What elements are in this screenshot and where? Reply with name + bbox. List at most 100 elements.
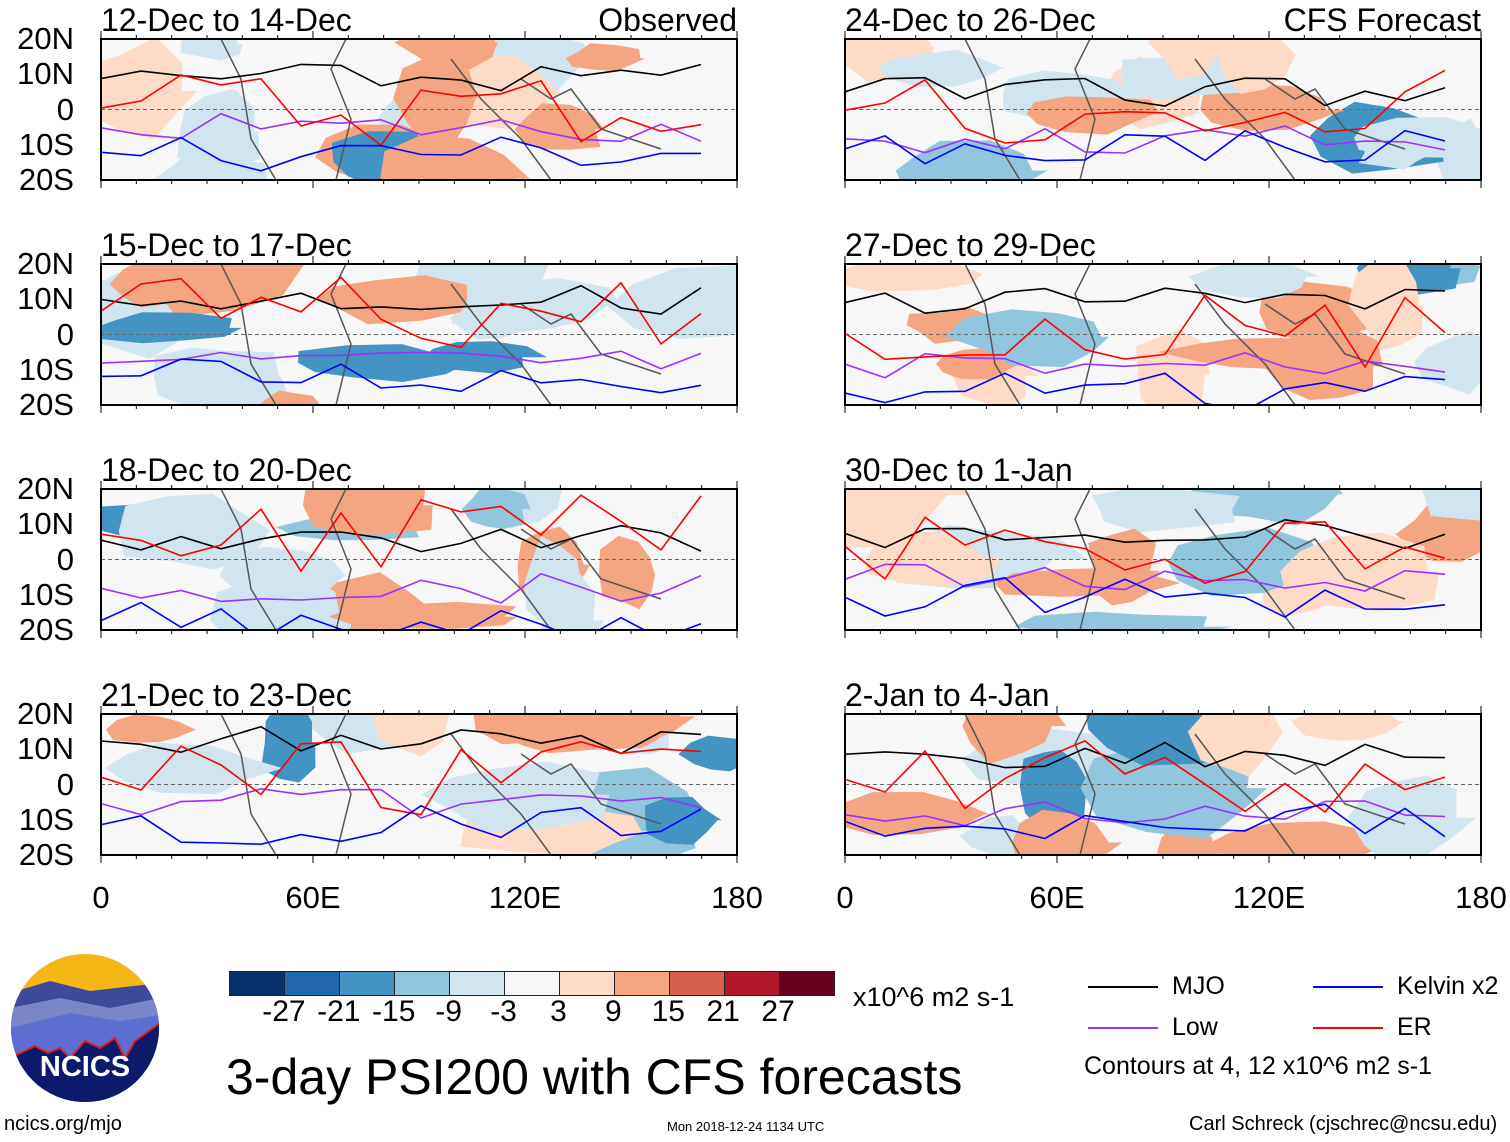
anomaly-shading <box>1200 84 1346 131</box>
anomaly-shading <box>219 546 347 609</box>
lat-label: 0 <box>56 766 74 802</box>
contour-line <box>845 76 1446 107</box>
contour-line <box>101 725 702 755</box>
lon-label: 60E <box>1029 880 1085 915</box>
colorbar-tick-label: 21 <box>706 995 740 1028</box>
lat-label: 20N <box>17 471 74 506</box>
colorbar-units: x10^6 m2 s-1 <box>853 982 1015 1012</box>
anomaly-shading <box>1012 809 1123 855</box>
anomaly-shading <box>678 735 737 772</box>
lat-label: 20S <box>18 612 74 647</box>
coastline <box>964 489 1406 630</box>
anomaly-shading <box>106 714 197 743</box>
legend-label: MJO <box>1172 972 1225 1000</box>
contour-line <box>101 112 702 143</box>
contour-line <box>101 524 702 553</box>
anomaly-shading <box>101 312 243 344</box>
anomaly-shading <box>1147 39 1231 80</box>
anomaly-shading <box>845 39 935 82</box>
lat-label: 20S <box>18 837 74 872</box>
map-panel <box>844 31 1482 188</box>
map-panel <box>100 256 738 413</box>
lat-label: 20N <box>17 21 74 56</box>
anomaly-shading <box>565 43 646 72</box>
contour-line <box>845 69 1446 144</box>
contour-line <box>101 63 702 92</box>
ncics-logo: NCICS <box>10 953 160 1108</box>
anomaly-shading <box>1091 489 1240 533</box>
anomaly-shading <box>608 265 737 339</box>
anomaly-shading <box>101 39 198 140</box>
panel-title: 2-Jan to 4-Jan <box>845 677 1050 713</box>
colorbar-tick-label: 9 <box>605 995 622 1028</box>
anomaly-shading <box>644 796 722 845</box>
panel-tag: CFS Forecast <box>1283 2 1481 38</box>
colorbar-swatch <box>394 972 449 995</box>
anomaly-shading <box>865 530 1003 587</box>
footer-url[interactable]: ncics.org/mjo <box>4 1113 122 1135</box>
anomaly-shading <box>599 535 656 610</box>
lon-label: 60E <box>285 880 341 915</box>
footer-credit: Carl Schreck (cjschrec@ncsu.edu) <box>1189 1113 1498 1135</box>
legend-label: ER <box>1397 1013 1432 1041</box>
contour-line <box>101 276 702 349</box>
contour-line <box>845 129 1446 165</box>
colorbar-swatch <box>449 972 504 995</box>
lon-label: 180 <box>1455 880 1507 915</box>
lat-label: 10N <box>17 731 74 767</box>
anomaly-shading <box>373 714 449 757</box>
contour-line <box>845 576 1446 619</box>
contour-line <box>101 74 702 147</box>
anomaly-shading <box>394 39 498 70</box>
contour-line <box>101 136 701 172</box>
colorbar-tick-label: -3 <box>490 995 517 1028</box>
lat-label: 10S <box>18 801 74 837</box>
colorbar-tick-label: -21 <box>317 995 361 1028</box>
anomaly-shading <box>1263 324 1383 401</box>
panel-title: 27-Dec to 29-Dec <box>845 227 1096 263</box>
lat-label: 0 <box>56 91 74 127</box>
lat-label: 20N <box>17 246 74 281</box>
colorbar-tick-label: 3 <box>550 995 567 1028</box>
colorbar-tick-label: 15 <box>651 995 685 1028</box>
colorbar <box>229 971 835 996</box>
lat-label: 10N <box>17 56 74 92</box>
anomaly-shading <box>1280 532 1440 612</box>
map-panel <box>100 481 738 638</box>
colorbar-swatch <box>339 972 394 995</box>
panel-title: 24-Dec to 26-Dec <box>845 2 1096 38</box>
anomaly-shading <box>316 275 481 325</box>
figure-title: 3-day PSI200 with CFS forecasts <box>226 1049 963 1105</box>
colorbar-swatch <box>559 972 614 995</box>
anomaly-shading <box>1354 117 1481 158</box>
lat-label: 10S <box>18 126 74 162</box>
colorbar-tick-label: -9 <box>435 995 462 1028</box>
lon-label: 120E <box>1232 880 1306 915</box>
anomaly-shading <box>1019 749 1091 830</box>
anomaly-shading <box>298 344 469 382</box>
lon-label: 0 <box>92 880 110 915</box>
contour-line <box>845 287 1446 315</box>
panel-title: 12-Dec to 14-Dec <box>101 2 352 38</box>
panel-title: 18-Dec to 20-Dec <box>101 452 352 488</box>
contour-line <box>845 563 1446 592</box>
colorbar-swatch <box>230 972 284 995</box>
contour-line <box>845 739 1446 813</box>
coastline <box>220 39 662 180</box>
contour-line <box>845 294 1446 369</box>
map-panel <box>844 481 1482 638</box>
colorbar-ticks: -27 -21 -15 -9 -3 3 9 15 21 27 <box>229 995 833 1029</box>
coastline <box>964 39 1406 180</box>
anomaly-shading <box>1188 264 1320 299</box>
anomaly-shading <box>461 489 531 529</box>
colorbar-swatch <box>724 972 779 995</box>
logo-text: NCICS <box>40 1051 130 1083</box>
lat-label: 10S <box>18 351 74 387</box>
contour-line <box>101 358 702 394</box>
coastline <box>964 264 1406 405</box>
lon-label: 180 <box>711 880 763 915</box>
anomaly-shading <box>845 792 991 836</box>
contour-note: Contours at 4, 12 x10^6 m2 s-1 <box>1084 1052 1433 1080</box>
anomaly-shading <box>328 601 517 629</box>
